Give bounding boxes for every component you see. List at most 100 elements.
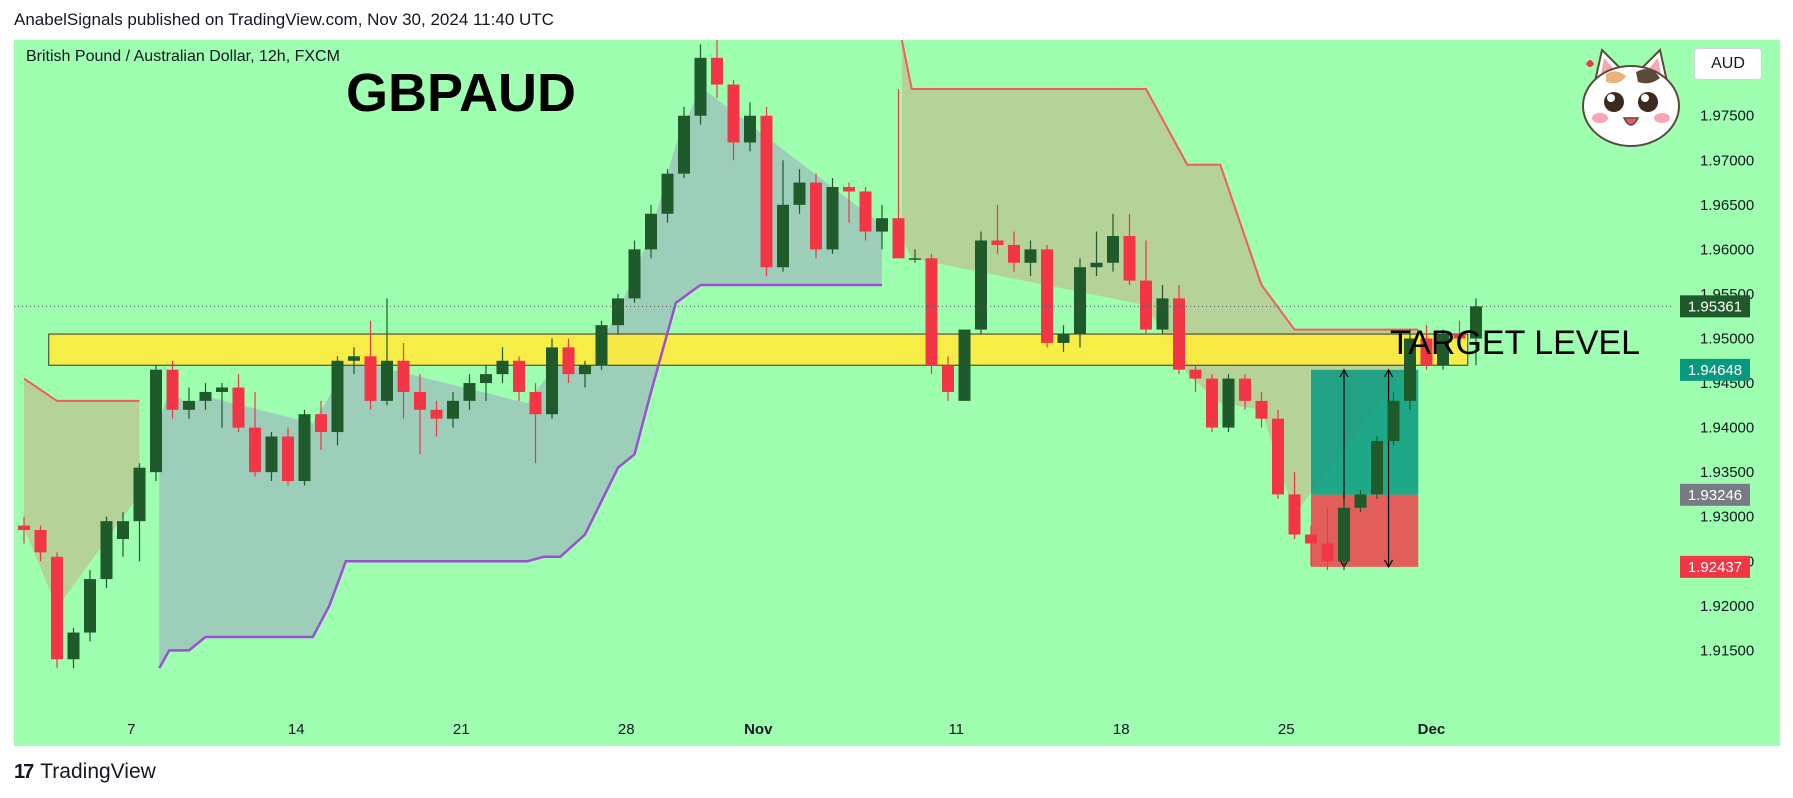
x-tick-label: 7 (127, 721, 135, 738)
candle (1371, 436, 1383, 499)
candle-body (727, 84, 740, 143)
candle-body (975, 240, 987, 330)
candle-body (909, 258, 921, 260)
price-label-text: 1.95361 (1688, 298, 1742, 315)
lower-band-line (158, 283, 882, 669)
y-tick-label: 1.93000 (1700, 509, 1754, 526)
candle-body (1239, 378, 1251, 401)
candle-body (1288, 494, 1301, 535)
candle-body (1338, 507, 1350, 562)
price-label: 1.95361 (1680, 295, 1750, 318)
plot-background (14, 40, 1780, 746)
upper-band-fill-2 (901, 40, 1419, 515)
candle-body (1437, 334, 1449, 366)
candle-body (678, 115, 690, 174)
price-label-box (1680, 555, 1750, 578)
candle-body (1305, 534, 1317, 544)
candle-body (1057, 334, 1070, 343)
price-label: 1.93246 (1680, 483, 1750, 506)
candle-body (100, 521, 113, 580)
candle (1107, 213, 1119, 272)
footer-brand[interactable]: TradingView (40, 760, 156, 783)
candle (1222, 374, 1235, 433)
candle (661, 169, 674, 223)
candle-body (414, 391, 426, 410)
price-axis-background (1672, 40, 1780, 746)
x-tick-label: 11 (948, 721, 964, 738)
candle-body (249, 427, 261, 473)
candles (18, 35, 1482, 669)
candle (1272, 409, 1284, 499)
candle (1239, 374, 1251, 410)
candle-body (1156, 298, 1169, 330)
candle (1453, 320, 1466, 343)
measure-arrowhead-top-1 (1384, 368, 1394, 378)
y-tick-label: 1.96500 (1700, 197, 1754, 214)
candlestick-chart[interactable]: 1.915001.920001.925001.930001.935001.940… (14, 35, 1780, 746)
candle (447, 391, 459, 428)
candle-body (595, 325, 608, 366)
candle-body (1189, 369, 1202, 379)
currency-button[interactable]: AUD (1694, 48, 1762, 80)
candle (975, 231, 987, 335)
lower-band-fill (159, 86, 883, 669)
candle (1338, 498, 1350, 571)
price-labels: 1.95361 1.94648 1.93246 1.92437 (1680, 295, 1750, 578)
candle-body (1354, 494, 1367, 508)
candle (249, 391, 261, 477)
candle (876, 204, 888, 250)
band-fills (24, 40, 1419, 669)
band-lines (23, 39, 1419, 669)
tradingview-logo-icon[interactable]: 17 (14, 760, 34, 783)
candle (1206, 374, 1218, 433)
candle-body (1420, 338, 1433, 366)
price-label-box (1680, 483, 1750, 506)
candle-body (1008, 244, 1020, 263)
candle (562, 338, 575, 384)
candle (1189, 365, 1202, 392)
candle (232, 374, 245, 433)
candle (397, 342, 410, 419)
y-tick-label: 1.93500 (1700, 464, 1754, 481)
candle (463, 374, 476, 410)
candle (1074, 258, 1086, 348)
candle (1255, 391, 1268, 428)
candle (199, 383, 212, 410)
candle (166, 360, 179, 419)
price-label: 1.92437 (1680, 555, 1750, 578)
candle (546, 338, 558, 419)
candle (133, 463, 146, 562)
y-tick-label: 1.94000 (1700, 420, 1754, 437)
candle (282, 427, 294, 486)
candle (331, 356, 344, 446)
price-label-box (1680, 358, 1750, 381)
x-tick-label: 28 (618, 721, 635, 738)
position-tool (1311, 368, 1419, 569)
candle-body (183, 400, 195, 410)
candle-body (843, 187, 855, 192)
candle-body (381, 360, 393, 401)
candle (1140, 240, 1152, 335)
candle-body (991, 240, 1004, 245)
candle-body (1041, 249, 1053, 343)
candle (612, 293, 624, 335)
price-axis: 1.915001.920001.925001.930001.935001.940… (1700, 63, 1754, 659)
candle-body (34, 530, 47, 553)
candle-body (1140, 280, 1152, 330)
candle-body (1074, 267, 1086, 335)
candle-body (777, 204, 789, 268)
candle (1041, 244, 1053, 348)
y-tick-label: 1.92000 (1700, 598, 1754, 615)
candle (1090, 231, 1103, 277)
candle-body (18, 525, 30, 531)
footer: 17 TradingView (14, 760, 156, 784)
chart-title: GBPAUD (346, 63, 577, 123)
candle-body (166, 369, 179, 410)
candle-body (612, 298, 624, 326)
measure-arrowhead-top-0 (1339, 368, 1349, 378)
candle-body (645, 213, 657, 250)
chart-area[interactable]: 1.915001.920001.925001.930001.935001.940… (14, 35, 1780, 746)
candle (991, 204, 1004, 254)
candle (315, 400, 327, 450)
candle-body (348, 356, 360, 361)
